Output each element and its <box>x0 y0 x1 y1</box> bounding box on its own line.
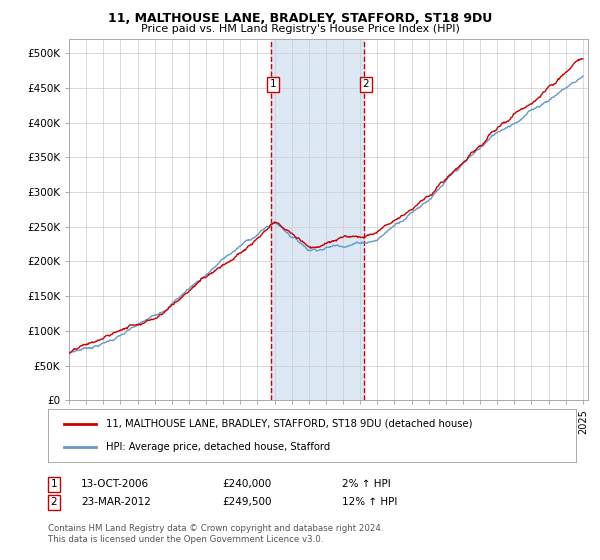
Text: Price paid vs. HM Land Registry's House Price Index (HPI): Price paid vs. HM Land Registry's House … <box>140 24 460 34</box>
Text: 1: 1 <box>269 80 276 90</box>
Text: HPI: Average price, detached house, Stafford: HPI: Average price, detached house, Staf… <box>106 442 331 452</box>
Text: Contains HM Land Registry data © Crown copyright and database right 2024.: Contains HM Land Registry data © Crown c… <box>48 524 383 533</box>
Text: This data is licensed under the Open Government Licence v3.0.: This data is licensed under the Open Gov… <box>48 535 323 544</box>
Text: 2% ↑ HPI: 2% ↑ HPI <box>342 479 391 489</box>
Text: 2: 2 <box>50 497 58 507</box>
Text: 1: 1 <box>50 479 58 489</box>
Text: £249,500: £249,500 <box>222 497 271 507</box>
Text: 2: 2 <box>362 80 369 90</box>
Bar <box>271 39 364 400</box>
Text: 13-OCT-2006: 13-OCT-2006 <box>81 479 149 489</box>
Text: 23-MAR-2012: 23-MAR-2012 <box>81 497 151 507</box>
Text: 11, MALTHOUSE LANE, BRADLEY, STAFFORD, ST18 9DU: 11, MALTHOUSE LANE, BRADLEY, STAFFORD, S… <box>108 12 492 25</box>
Text: £240,000: £240,000 <box>222 479 271 489</box>
Text: 11, MALTHOUSE LANE, BRADLEY, STAFFORD, ST18 9DU (detached house): 11, MALTHOUSE LANE, BRADLEY, STAFFORD, S… <box>106 419 473 429</box>
Text: 12% ↑ HPI: 12% ↑ HPI <box>342 497 397 507</box>
